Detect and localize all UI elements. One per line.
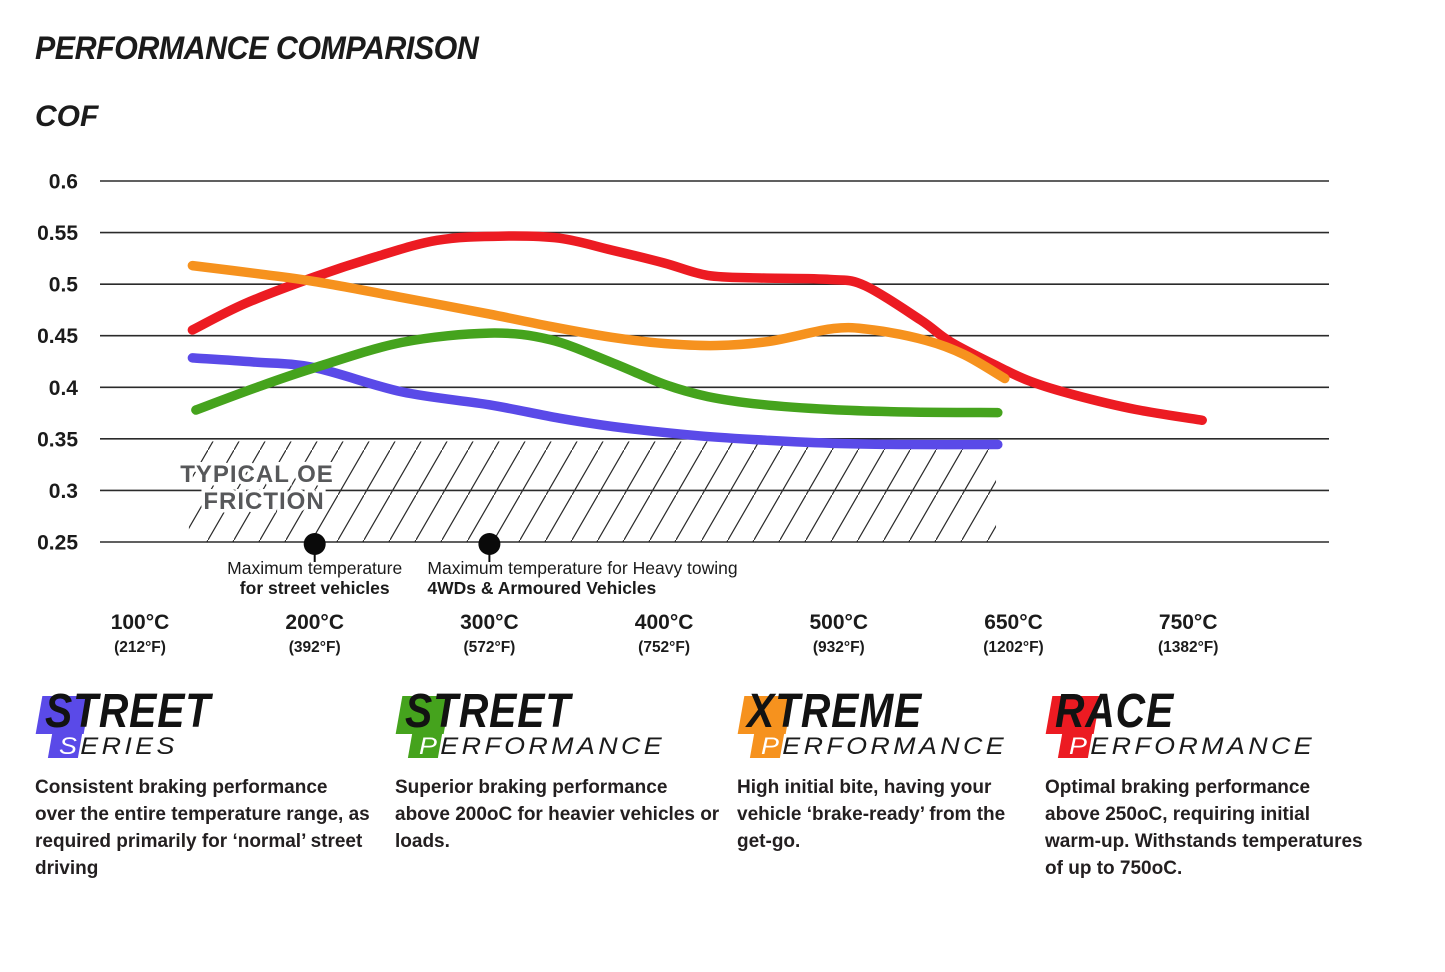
legend-street-series: STREET SERIES Consistent braking perform… [35, 688, 375, 880]
series-line-race-performance [187, 231, 1207, 426]
x-tick-label-f: (1202°F) [983, 639, 1043, 656]
x-tick-label-f: (212°F) [114, 639, 166, 656]
y-tick-label: 0.45 [37, 325, 78, 348]
y-tick-label: 0.5 [49, 274, 79, 297]
xtreme-performance-logo: XTREME PERFORMANCE [737, 688, 1022, 768]
street-performance-logo: STREET PERFORMANCE [395, 688, 725, 768]
logo-word2-initial: S [59, 733, 81, 760]
logo-word1: RACE [1055, 685, 1175, 738]
y-axis-title: COF [35, 100, 99, 133]
x-tick-label-c: 750°C [1159, 611, 1218, 634]
oe-band-label-line1: TYPICAL OE [180, 461, 334, 488]
series-line-street-performance [191, 328, 1003, 418]
y-tick-label: 0.3 [49, 480, 78, 503]
logo-word2-rest: ERFORMANCE [1090, 733, 1316, 760]
x-tick-label-c: 100°C [111, 611, 170, 634]
y-tick-label: 0.4 [49, 377, 79, 400]
performance-chart: 0.6 0.55 0.5 0.45 0.4 0.35 0.3 0.25 TYPICAL OEFR… [37, 171, 1329, 656]
logo-word2-rest: ERIES [80, 733, 178, 760]
y-tick-label: 0.6 [49, 171, 78, 194]
marker-label-line2: 4WDs & Armoured Vehicles [427, 578, 656, 598]
logo-word2: PERFORMANCE [1069, 735, 1315, 759]
x-tick-label-f: (932°F) [813, 639, 865, 656]
logo-word2-rest: ERFORMANCE [782, 733, 1008, 760]
logo-word2: PERFORMANCE [419, 735, 665, 759]
marker-label-line1: Maximum temperature for Heavy towing [427, 558, 737, 578]
x-tick-label-f: (572°F) [463, 639, 515, 656]
street-series-logo: STREET SERIES [35, 688, 375, 768]
x-tick-label-c: 650°C [984, 611, 1043, 634]
legend-description: High initial bite, having your vehicle ‘… [737, 777, 1006, 852]
logo-word2-initial: P [419, 733, 441, 760]
marker-label-line2: for street vehicles [240, 578, 390, 598]
x-tick-label-c: 400°C [635, 611, 694, 634]
logo-word1: STREET [405, 685, 572, 738]
oe-band-label-line2: FRICTION [203, 488, 324, 515]
y-tick-label: 0.25 [37, 532, 78, 555]
logo-word1: XTREME [747, 685, 923, 738]
x-tick-label-f: (752°F) [638, 639, 690, 656]
max-temp-marker-dot [478, 533, 501, 555]
logo-word2: PERFORMANCE [761, 735, 1007, 759]
legend-description: Optimal braking performance above 250oC,… [1045, 777, 1363, 879]
x-tick-label-c: 200°C [285, 611, 344, 634]
logo-word2-initial: P [761, 733, 783, 760]
x-tick-label-c: 300°C [460, 611, 519, 634]
page-title: PERFORMANCE COMPARISON [35, 30, 479, 66]
marker-label-line1: Maximum temperature [227, 558, 402, 578]
y-tick-label: 0.55 [37, 222, 78, 245]
logo-word1: STREET [45, 685, 212, 738]
oe-friction-band [188, 441, 997, 543]
y-tick-label: 0.35 [37, 428, 78, 451]
x-tick-label-c: 500°C [809, 611, 868, 634]
legend-race-performance: RACE PERFORMANCE Optimal braking perform… [1045, 688, 1370, 880]
series-line-xtreme-performance [187, 260, 1010, 384]
logo-word2-rest: ERFORMANCE [440, 733, 666, 760]
race-performance-logo: RACE PERFORMANCE [1045, 688, 1370, 768]
legend-street-performance: STREET PERFORMANCE Superior braking perf… [395, 688, 725, 853]
logo-word2-initial: P [1069, 733, 1091, 760]
x-tick-label-f: (392°F) [289, 639, 341, 656]
legend-xtreme-performance: XTREME PERFORMANCE High initial bite, ha… [737, 688, 1022, 853]
legend-description: Superior braking performance above 200oC… [395, 777, 720, 852]
max-temp-marker-dot [303, 533, 326, 555]
x-tick-label-f: (1382°F) [1158, 639, 1218, 656]
logo-word2: SERIES [59, 735, 178, 759]
legend-description: Consistent braking performance over the … [35, 777, 370, 879]
